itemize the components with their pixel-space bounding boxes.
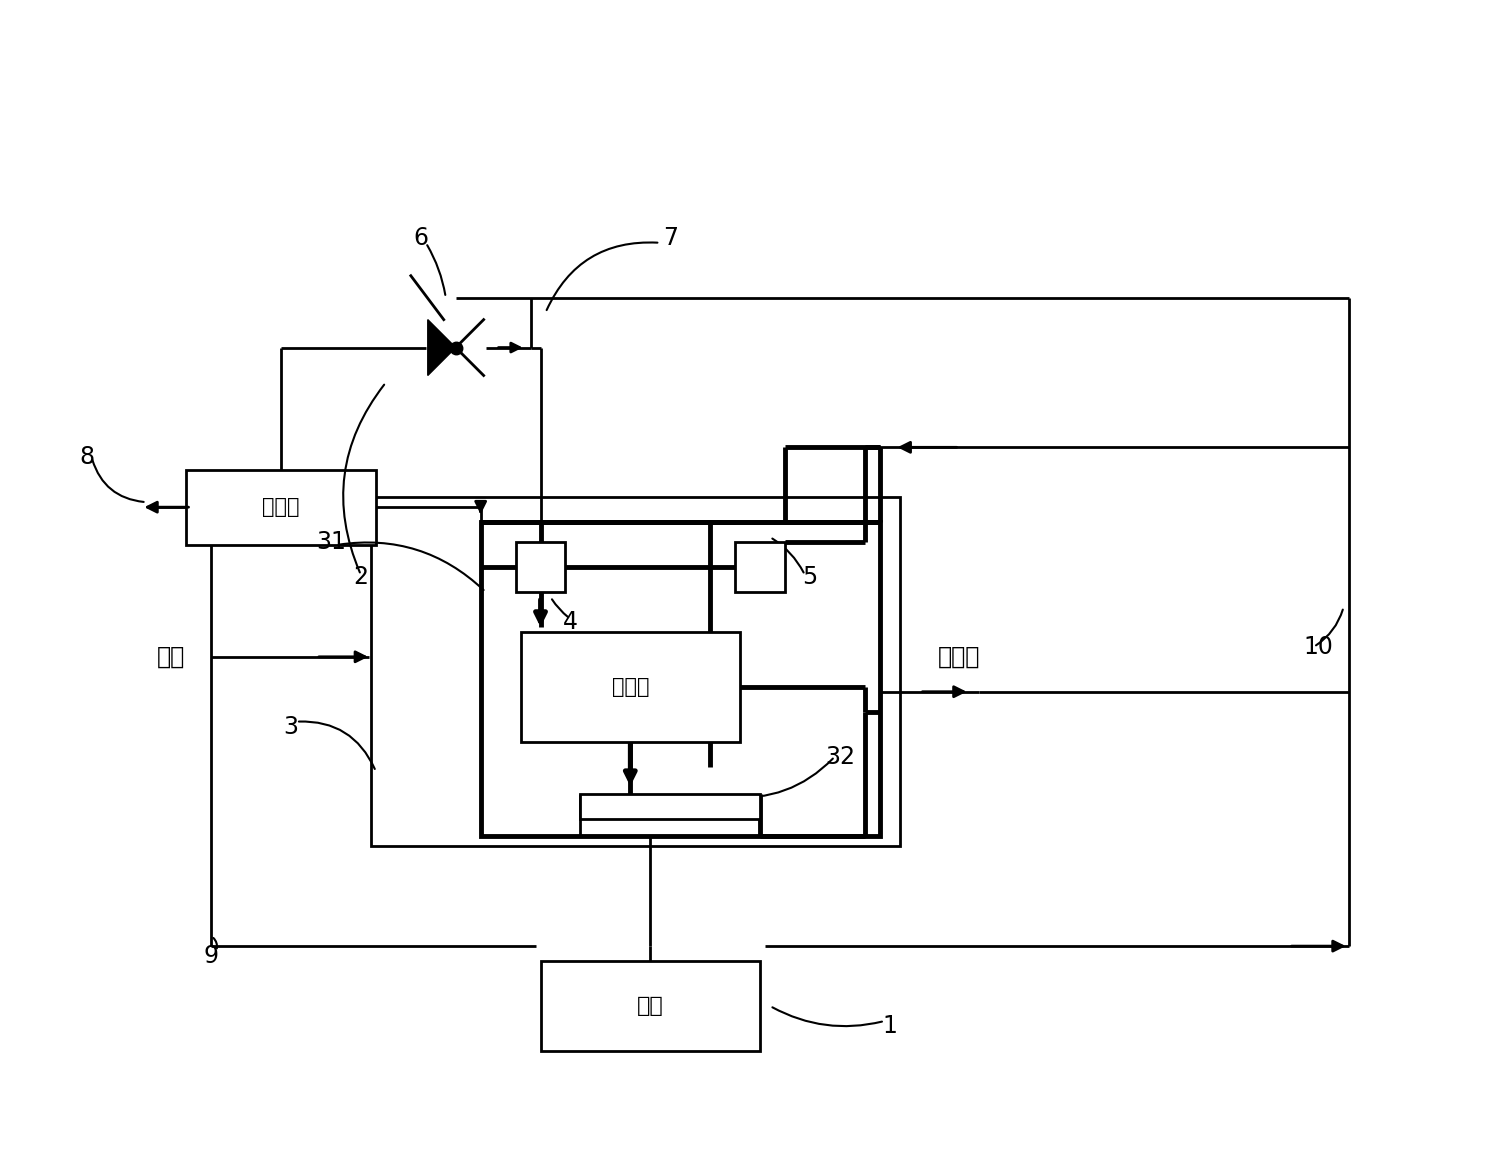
Text: 1: 1 — [882, 1014, 897, 1038]
Text: 膜组件: 膜组件 — [612, 677, 650, 697]
Text: 处理水: 处理水 — [939, 644, 981, 669]
FancyBboxPatch shape — [735, 543, 785, 592]
FancyBboxPatch shape — [481, 522, 880, 837]
FancyBboxPatch shape — [520, 632, 740, 742]
FancyBboxPatch shape — [541, 961, 760, 1051]
Polygon shape — [455, 319, 484, 376]
Text: 2: 2 — [354, 565, 368, 589]
Text: 4: 4 — [564, 610, 579, 634]
Text: 6: 6 — [413, 226, 428, 250]
FancyBboxPatch shape — [580, 794, 760, 819]
Text: 31: 31 — [316, 530, 347, 554]
Text: 9: 9 — [203, 944, 219, 968]
FancyBboxPatch shape — [187, 470, 375, 545]
FancyBboxPatch shape — [515, 543, 565, 592]
Text: 10: 10 — [1304, 635, 1334, 658]
Text: 3: 3 — [283, 715, 298, 738]
Text: 8: 8 — [78, 445, 93, 470]
Text: 32: 32 — [824, 745, 854, 768]
Text: 污水: 污水 — [157, 644, 185, 669]
Text: 7: 7 — [663, 226, 678, 250]
Text: 5: 5 — [802, 565, 817, 589]
FancyBboxPatch shape — [371, 498, 900, 847]
Text: 回流泵: 回流泵 — [262, 498, 300, 517]
Polygon shape — [428, 319, 455, 376]
Text: 风机: 风机 — [637, 996, 663, 1016]
